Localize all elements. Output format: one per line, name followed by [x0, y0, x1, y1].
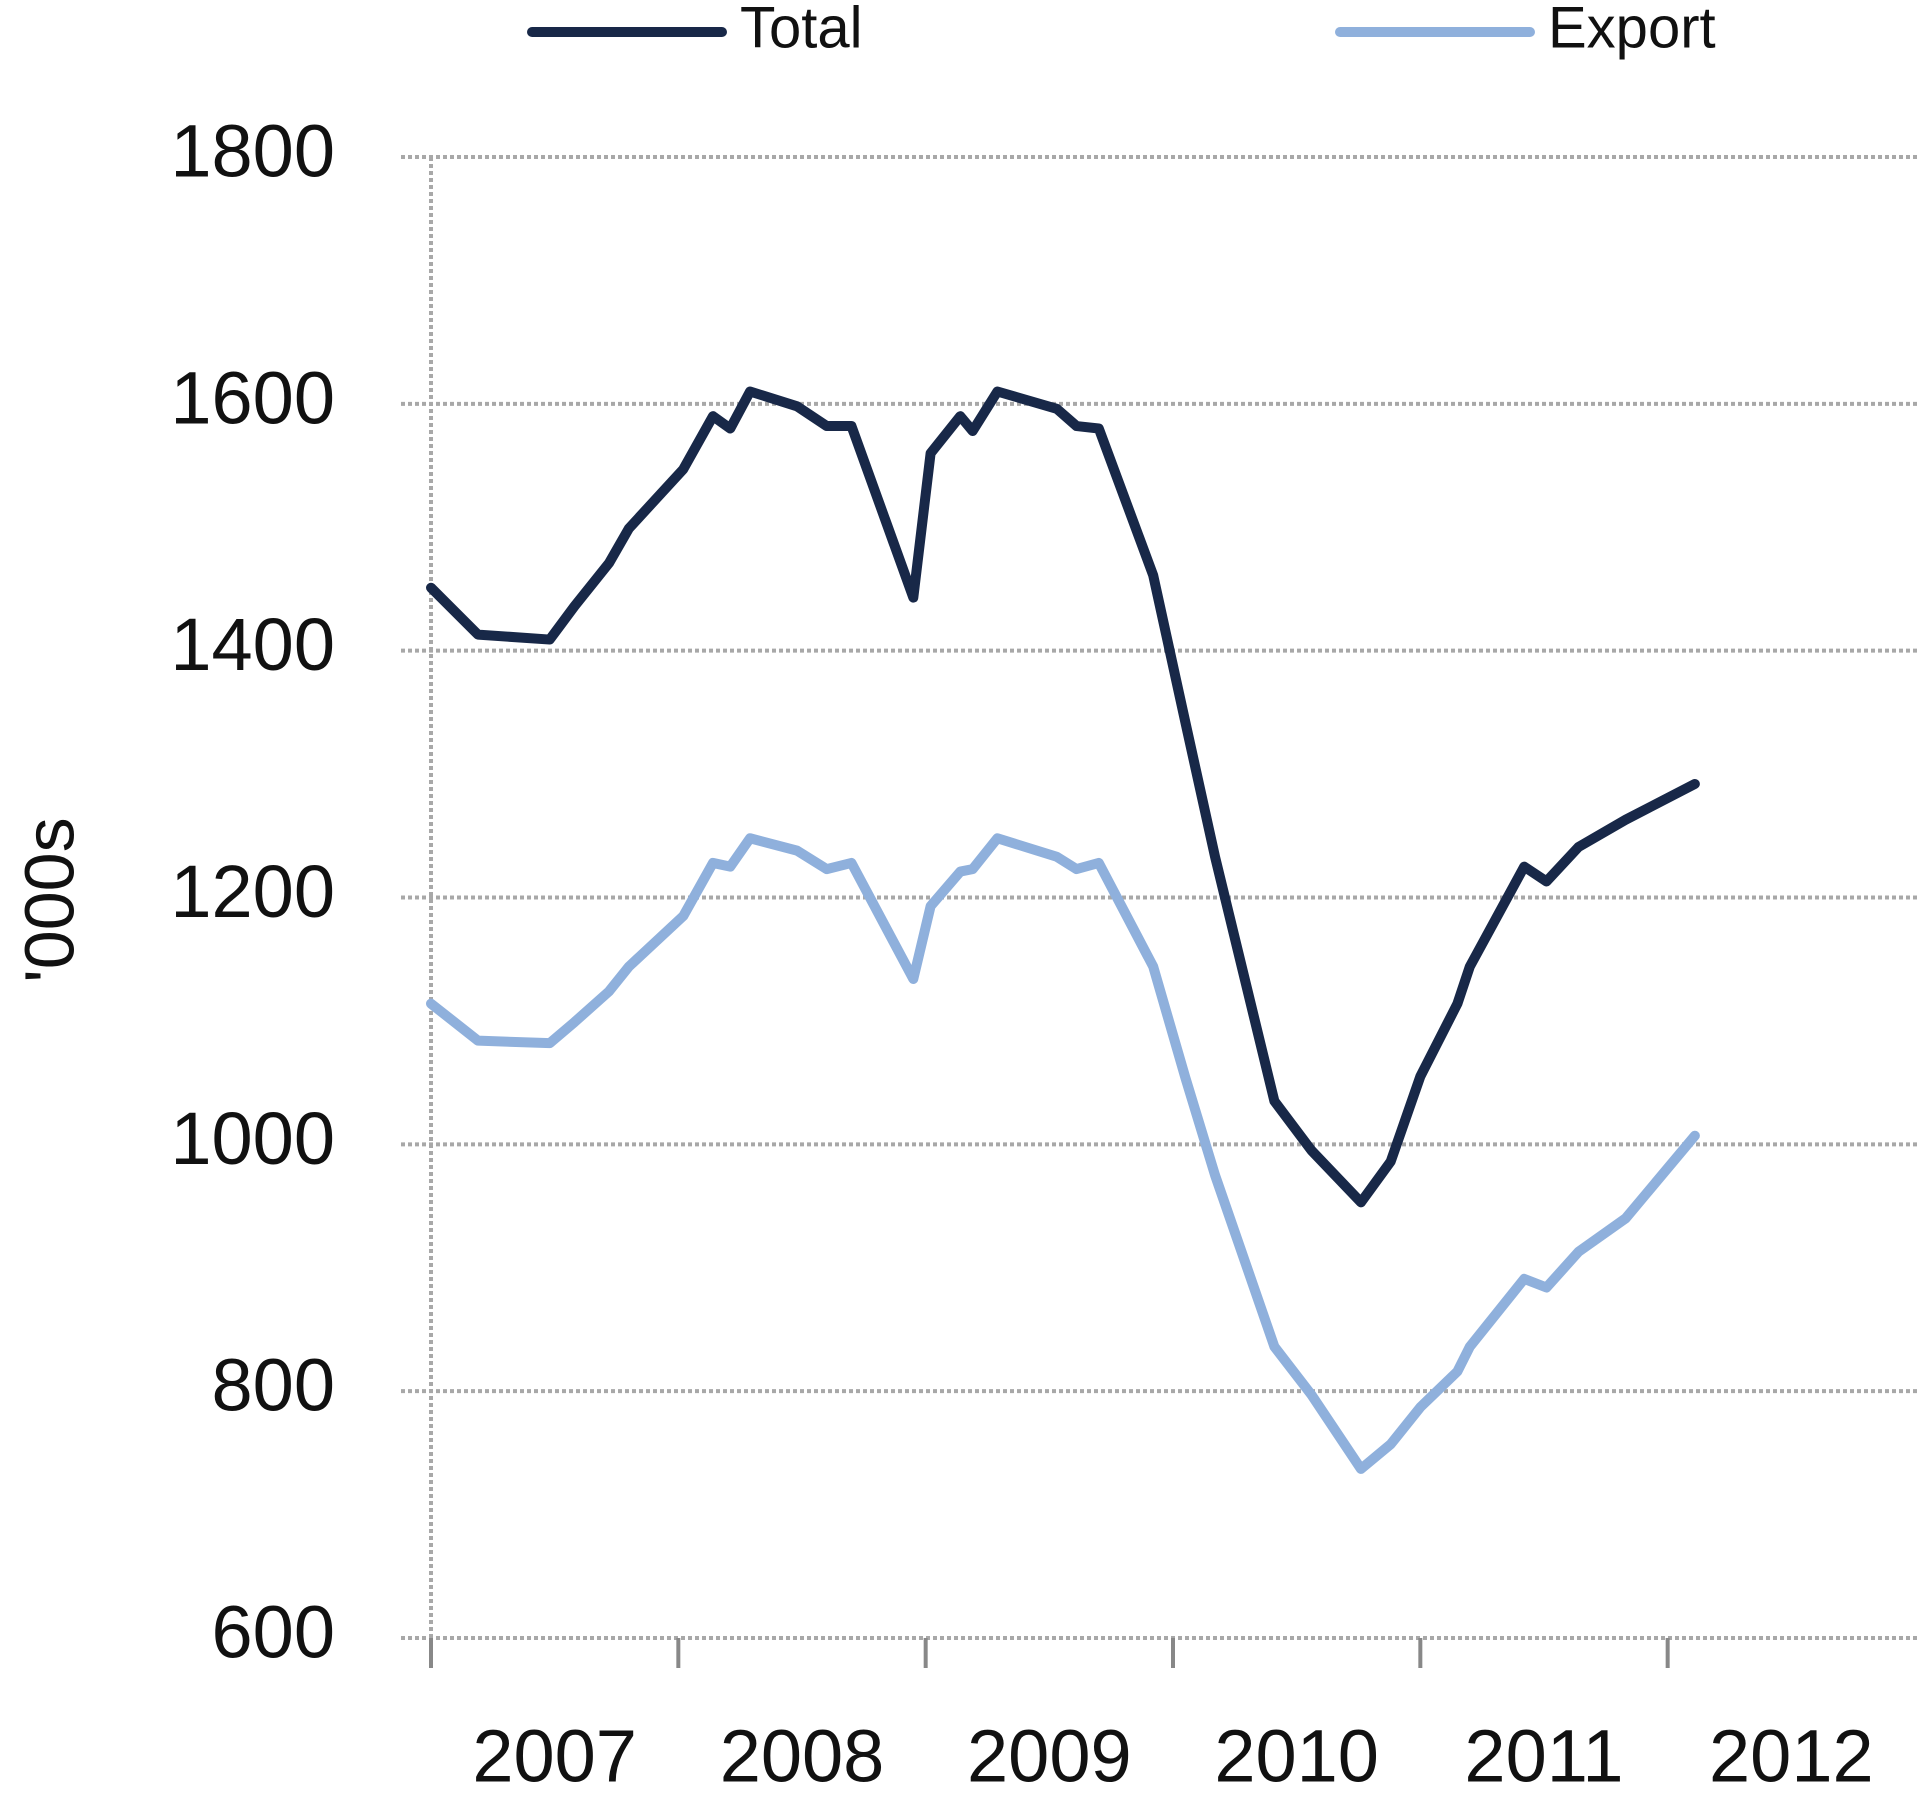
x-tick-label: 2007 [472, 1715, 637, 1798]
line-series [426, 833, 1700, 1474]
legend-label: Export [1548, 0, 1716, 60]
legend-label: Total [740, 0, 863, 60]
line-series [426, 386, 1700, 1208]
x-tick-label: 2011 [1464, 1715, 1623, 1798]
x-tick-label: 2010 [1214, 1715, 1379, 1798]
y-tick-label: 800 [212, 1344, 335, 1427]
x-tick-label: 2012 [1709, 1715, 1874, 1798]
y-tick-label: 1800 [170, 110, 335, 193]
x-tick-label: 2009 [967, 1715, 1132, 1798]
y-tick-label: 1200 [170, 850, 335, 933]
y-tick-label: 600 [212, 1591, 335, 1674]
y-tick-label: 1000 [170, 1097, 335, 1180]
y-tick-label: 1400 [170, 603, 335, 686]
x-tick-label: 2008 [720, 1715, 885, 1798]
y-axis-label: '000s [10, 817, 88, 982]
y-tick-label: 1600 [170, 356, 335, 439]
